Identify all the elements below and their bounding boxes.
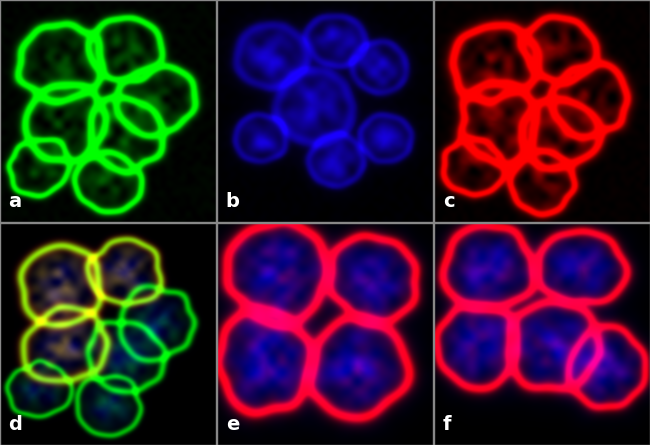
Text: d: d	[8, 415, 23, 434]
Text: e: e	[226, 415, 239, 434]
Text: c: c	[443, 191, 455, 210]
Text: b: b	[226, 191, 240, 210]
Text: f: f	[443, 415, 452, 434]
Text: a: a	[8, 191, 21, 210]
